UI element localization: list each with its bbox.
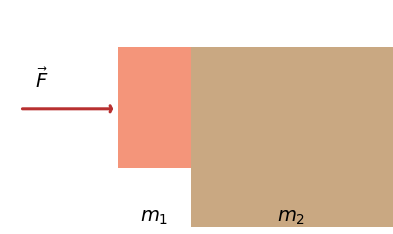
Text: $\vec{F}$: $\vec{F}$ [35,67,48,92]
Text: $m_1$: $m_1$ [140,208,168,227]
Bar [118,47,191,168]
Text: $m_2$: $m_2$ [277,208,305,227]
Bar [191,47,393,227]
